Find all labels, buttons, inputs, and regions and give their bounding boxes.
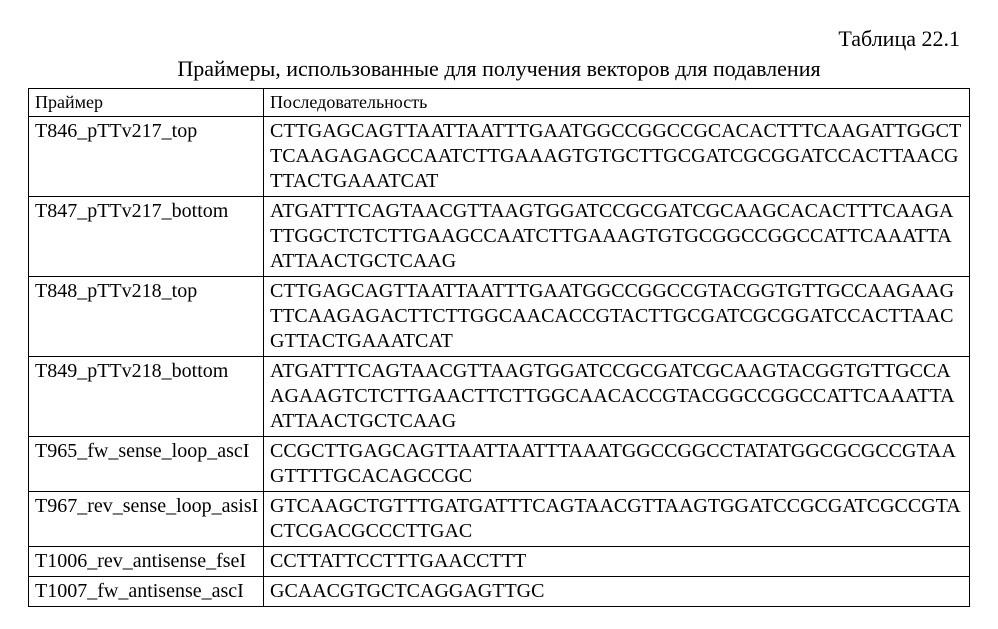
table-row: T1006_rev_antisense_fseI CCTTATTCCTTTGAA… <box>29 546 970 576</box>
page: Таблица 22.1 Праймеры, использованные дл… <box>0 0 998 629</box>
primer-sequence: CTTGAGCAGTTAATTAATTTGAATGGCCGGCCGCACACTT… <box>264 116 970 196</box>
primer-name: T967_rev_sense_loop_asisI <box>29 491 264 546</box>
primer-sequence: CCTTATTCCTTTGAACCTTT <box>264 546 970 576</box>
primer-sequence: ATGATTTCAGTAACGTTAAGTGGATCCGCGATCGCAAGCA… <box>264 196 970 276</box>
primer-name: T848_pTTv218_top <box>29 276 264 356</box>
primer-sequence: ATGATTTCAGTAACGTTAAGTGGATCCGCGATCGCAAGTA… <box>264 356 970 436</box>
table-row: T1007_fw_antisense_ascI GCAACGTGCTCAGGAG… <box>29 576 970 606</box>
table-number: Таблица 22.1 <box>28 26 960 52</box>
table-row: T846_pTTv217_top CTTGAGCAGTTAATTAATTTGAA… <box>29 116 970 196</box>
header-primer: Праймер <box>29 89 264 117</box>
primer-sequence: CTTGAGCAGTTAATTAATTTGAATGGCCGGCCGTACGGTG… <box>264 276 970 356</box>
table-row: T847_pTTv217_bottom ATGATTTCAGTAACGTTAAG… <box>29 196 970 276</box>
primer-name: T846_pTTv217_top <box>29 116 264 196</box>
table-header-row: Праймер Последовательность <box>29 89 970 117</box>
primer-name: T847_pTTv217_bottom <box>29 196 264 276</box>
primer-sequence: GCAACGTGCTCAGGAGTTGC <box>264 576 970 606</box>
header-sequence: Последовательность <box>264 89 970 117</box>
table-row: T849_pTTv218_bottom ATGATTTCAGTAACGTTAAG… <box>29 356 970 436</box>
table-caption: Праймеры, использованные для получения в… <box>28 56 970 82</box>
primer-name: T965_fw_sense_loop_ascI <box>29 436 264 491</box>
primer-sequence: GTCAAGCTGTTTGATGATTTCAGTAACGTTAAGTGGATCC… <box>264 491 970 546</box>
table-row: T965_fw_sense_loop_ascI CCGCTTGAGCAGTTAA… <box>29 436 970 491</box>
primer-sequence: CCGCTTGAGCAGTTAATTAATTTAAATGGCCGGCCTATAT… <box>264 436 970 491</box>
primers-table: Праймер Последовательность T846_pTTv217_… <box>28 88 970 607</box>
table-row: T848_pTTv218_top CTTGAGCAGTTAATTAATTTGAA… <box>29 276 970 356</box>
primer-name: T1006_rev_antisense_fseI <box>29 546 264 576</box>
table-row: T967_rev_sense_loop_asisI GTCAAGCTGTTTGA… <box>29 491 970 546</box>
primer-name: T849_pTTv218_bottom <box>29 356 264 436</box>
primer-name: T1007_fw_antisense_ascI <box>29 576 264 606</box>
